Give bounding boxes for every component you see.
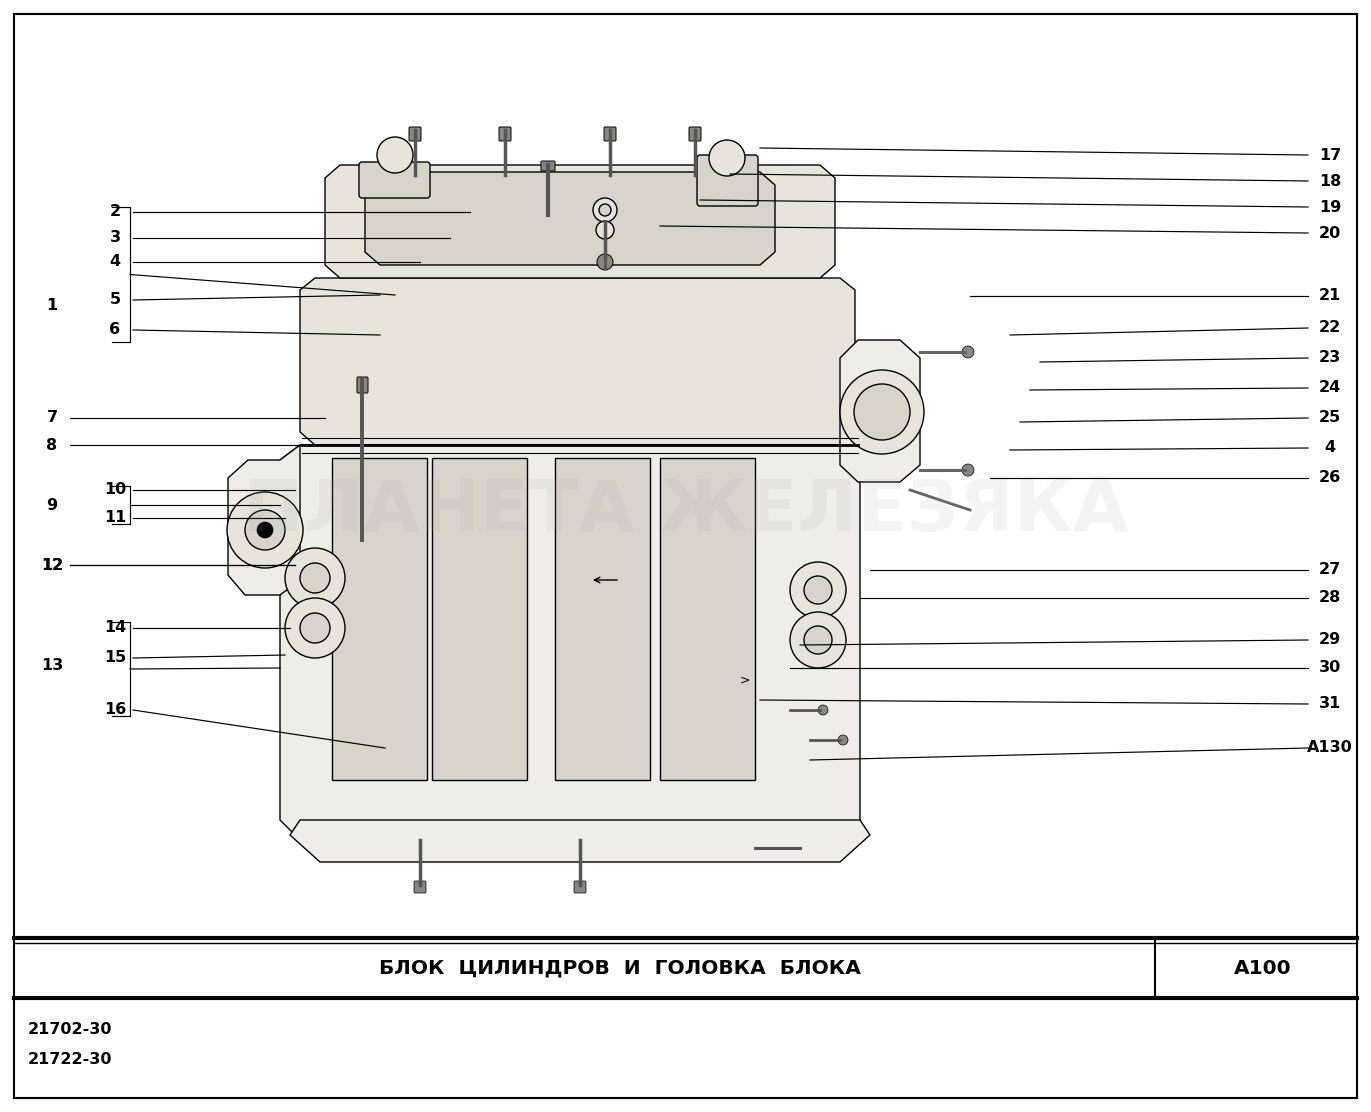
Text: >: > — [740, 674, 750, 686]
Text: 2: 2 — [110, 205, 121, 219]
Circle shape — [596, 254, 613, 270]
Text: 15: 15 — [104, 651, 126, 665]
Text: 18: 18 — [1319, 173, 1341, 189]
Text: 29: 29 — [1319, 633, 1341, 647]
Text: 31: 31 — [1319, 696, 1341, 712]
Circle shape — [962, 464, 973, 476]
Circle shape — [256, 522, 273, 538]
Circle shape — [838, 735, 849, 745]
Text: 21722-30: 21722-30 — [27, 1052, 112, 1068]
Polygon shape — [325, 165, 835, 278]
Circle shape — [228, 492, 303, 568]
Circle shape — [818, 705, 828, 715]
FancyBboxPatch shape — [690, 127, 701, 141]
Circle shape — [300, 563, 330, 593]
Text: 9: 9 — [47, 497, 58, 513]
Text: 26: 26 — [1319, 470, 1341, 486]
Circle shape — [797, 842, 808, 854]
FancyBboxPatch shape — [696, 155, 758, 206]
Text: 28: 28 — [1319, 590, 1341, 606]
FancyBboxPatch shape — [574, 881, 585, 893]
Circle shape — [840, 370, 924, 454]
Circle shape — [790, 562, 846, 618]
Text: 27: 27 — [1319, 563, 1341, 577]
Text: 7: 7 — [47, 410, 58, 426]
Text: 24: 24 — [1319, 380, 1341, 396]
Text: 16: 16 — [104, 703, 126, 717]
Text: 11: 11 — [104, 510, 126, 526]
Text: А130: А130 — [1307, 741, 1353, 755]
Polygon shape — [291, 820, 871, 862]
FancyBboxPatch shape — [542, 161, 555, 171]
Text: 4: 4 — [1324, 440, 1335, 456]
Polygon shape — [300, 278, 856, 445]
Text: 22: 22 — [1319, 320, 1341, 336]
Text: 17: 17 — [1319, 148, 1341, 162]
Text: 23: 23 — [1319, 350, 1341, 366]
Text: БЛОК  ЦИЛИНДРОВ  И  ГОЛОВКА  БЛОКА: БЛОК ЦИЛИНДРОВ И ГОЛОВКА БЛОКА — [378, 959, 861, 977]
Text: 20: 20 — [1319, 226, 1341, 240]
Bar — [659, 458, 755, 780]
Circle shape — [377, 137, 413, 173]
FancyBboxPatch shape — [409, 127, 421, 141]
FancyBboxPatch shape — [356, 377, 367, 393]
Circle shape — [790, 612, 846, 668]
FancyBboxPatch shape — [359, 162, 430, 198]
Circle shape — [596, 221, 614, 239]
Circle shape — [594, 198, 617, 222]
Text: 19: 19 — [1319, 199, 1341, 215]
Text: А100: А100 — [1234, 959, 1291, 977]
Text: 12: 12 — [41, 557, 63, 573]
Circle shape — [962, 346, 973, 358]
Bar — [332, 458, 426, 780]
Circle shape — [803, 576, 832, 604]
Circle shape — [854, 384, 910, 440]
Circle shape — [285, 598, 345, 658]
Text: 8: 8 — [47, 437, 58, 453]
Text: 10: 10 — [104, 483, 126, 497]
Bar — [432, 458, 526, 780]
FancyBboxPatch shape — [605, 127, 616, 141]
Circle shape — [709, 140, 744, 176]
Bar — [555, 458, 650, 780]
Polygon shape — [228, 445, 300, 595]
Circle shape — [245, 510, 285, 550]
Text: 3: 3 — [110, 230, 121, 246]
Text: 30: 30 — [1319, 661, 1341, 675]
Circle shape — [300, 613, 330, 643]
Text: 25: 25 — [1319, 410, 1341, 426]
Text: 14: 14 — [104, 620, 126, 635]
Text: 4: 4 — [110, 255, 121, 269]
Polygon shape — [365, 172, 775, 265]
Text: 6: 6 — [110, 322, 121, 338]
Text: 1: 1 — [47, 298, 58, 312]
Circle shape — [803, 626, 832, 654]
Text: 21702-30: 21702-30 — [27, 1023, 112, 1037]
Polygon shape — [840, 340, 920, 481]
Text: ПЛАНЕТА ЖЕЛЕЗЯКА: ПЛАНЕТА ЖЕЛЕЗЯКА — [243, 477, 1128, 546]
Circle shape — [285, 548, 345, 608]
FancyBboxPatch shape — [414, 881, 426, 893]
Text: 21: 21 — [1319, 288, 1341, 304]
Text: 12: 12 — [41, 557, 63, 573]
Polygon shape — [280, 445, 860, 840]
Text: 13: 13 — [41, 657, 63, 673]
FancyBboxPatch shape — [499, 127, 511, 141]
Circle shape — [599, 203, 611, 216]
Text: 5: 5 — [110, 292, 121, 308]
